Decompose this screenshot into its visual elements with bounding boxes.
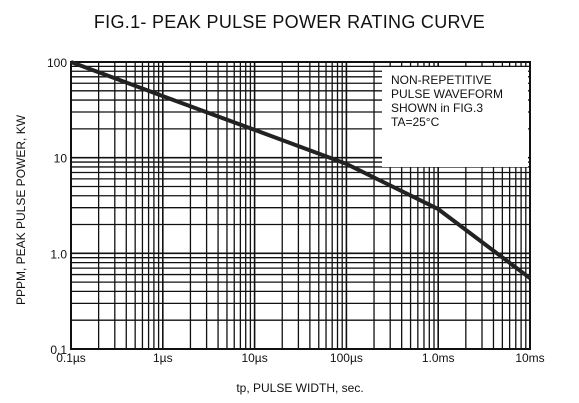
x-axis-label: tp, PULSE WIDTH, sec. [236,381,364,395]
x-tick-label: 1.0ms [422,351,455,365]
annotation-line-2: PULSE WAVEFORM [391,87,504,101]
x-tick-label: 100µs [330,351,363,365]
x-tick-label: 10ms [515,351,544,365]
y-tick-label: 10 [54,152,68,166]
plot-frame [70,61,531,350]
y-tick-label: 0.1 [50,343,67,357]
annotation-line-1: NON-REPETITIVE [391,73,492,87]
x-tick-label: 1µs [153,351,173,365]
annotation-line-3: SHOWN in FIG.3 [391,101,484,115]
y-axis-label-text: PPPM, PEAK PULSE POWER, KW [14,114,28,306]
y-tick-label: 100 [47,56,67,70]
annotation-line-4: TA=25°C [391,115,440,129]
x-tick-label: 0.1µs [56,351,86,365]
chart-title: FIG.1- PEAK PULSE POWER RATING CURVE [93,12,486,32]
annotation-box: NON-REPETITIVE PULSE WAVEFORM SHOWN in F… [382,67,528,167]
x-tick-label: 10µs [241,351,267,365]
series-line [70,60,532,280]
y-tick-label: 1.0 [50,247,67,261]
